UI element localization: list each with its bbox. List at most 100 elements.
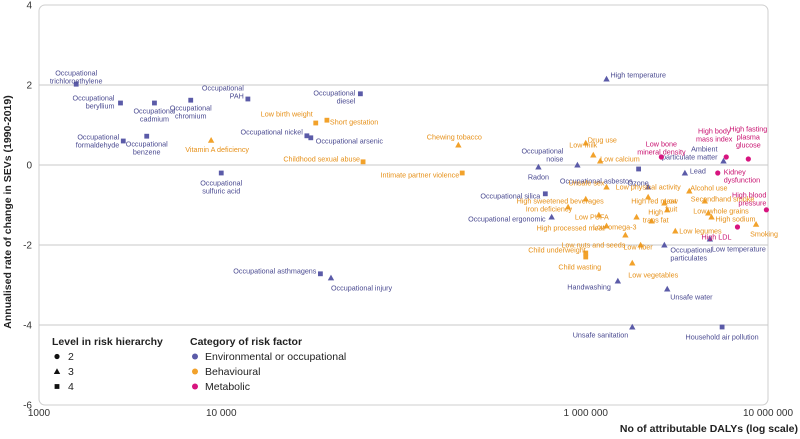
data-point-label: Low birth weight: [261, 110, 313, 119]
data-point-label: High temperature: [611, 71, 667, 80]
data-point-label-line: pressure: [738, 198, 766, 207]
data-point-label: Occupational benzene: [126, 140, 168, 157]
data-point-label-line: Low fiber: [623, 243, 653, 252]
data-point: [548, 213, 555, 220]
legend-category-label: Metabolic: [205, 381, 250, 393]
data-point: [664, 206, 671, 213]
data-point-label: Occupational PAH: [202, 84, 244, 101]
data-point: [308, 135, 314, 141]
data-point-label-line: High processed meat: [537, 223, 605, 232]
legend-level-label: 3: [68, 366, 74, 378]
data-point-label: Iron deficiency: [526, 205, 573, 214]
data-point-label: Low vegetables: [628, 271, 678, 280]
x-tick-label: 10 000: [206, 408, 237, 419]
data-point-label: Low omega-3: [593, 223, 637, 232]
data-point-label: Occupational noise: [521, 147, 563, 164]
data-point-label-line: diesel: [337, 96, 356, 105]
data-point-label-line: Vitamin A deficiency: [185, 145, 249, 154]
legend-level-label: 2: [68, 351, 74, 363]
x-axis-title: No of attributable DALYs (log scale): [620, 423, 798, 435]
data-point-label-line: noise: [546, 155, 563, 164]
data-point: [706, 235, 714, 242]
y-tick-label: 4: [26, 1, 32, 12]
data-point: [152, 100, 157, 106]
data-point-label-line: PAH: [230, 92, 244, 101]
data-point: [218, 170, 224, 176]
data-point: [752, 221, 760, 227]
data-point-label: Unsafe sanitation: [573, 331, 629, 340]
legend-category-label: Environmental or occupational: [205, 351, 346, 363]
legend-category-title: Category of risk factor: [190, 336, 302, 348]
data-point-label: High fasting plasma glucose: [729, 125, 767, 150]
data-point-label: Low legumes: [679, 227, 722, 236]
data-point: [324, 117, 330, 123]
data-point-label-line: sulfuric acid: [202, 187, 240, 196]
x-tick-label: 1000: [28, 408, 51, 419]
data-point-label: Occupational trichloroethylene: [50, 69, 103, 86]
data-point: [318, 271, 323, 277]
data-point-label: Short gestation: [330, 118, 378, 127]
data-point-label-line: Occupational: [670, 246, 712, 255]
y-tick-label: -4: [23, 321, 32, 332]
data-point: [701, 197, 708, 204]
data-point: [720, 157, 727, 164]
data-point: [590, 151, 597, 158]
data-point: [661, 199, 668, 206]
data-point-label-line: Intimate partner violence: [381, 171, 460, 180]
data-point-label: Occupational injury: [331, 283, 393, 292]
data-point-label: Radon: [528, 173, 549, 182]
y-tick-label: 0: [26, 161, 32, 172]
data-point-label-line: High: [648, 208, 663, 217]
data-point-label-line: High sodium: [716, 215, 756, 224]
data-point: [681, 169, 689, 176]
data-point-label-line: High temperature: [611, 71, 667, 80]
data-point-label-line: particulates: [670, 254, 707, 263]
data-point-label-line: particulate matter: [662, 153, 718, 162]
data-point-label: Occupational asbestos: [560, 177, 633, 186]
data-point-label: Low temperature: [712, 245, 766, 254]
data-point-label-line: Occupational asbestos: [560, 177, 633, 186]
data-point-label-line: Occupational: [200, 179, 242, 188]
plot-frame: [38, 4, 769, 406]
data-point-label-line: Low PUFA: [575, 213, 609, 222]
data-point-label-line: chromium: [175, 112, 207, 121]
data-point-label-line: Secondhand smoke: [691, 195, 755, 204]
data-point-label-line: Occupational arsenic: [316, 136, 384, 145]
data-point: [686, 187, 693, 194]
data-point-label-line: Occupational: [55, 69, 97, 78]
data-point-label-line: Radon: [528, 173, 549, 182]
data-point-label-line: formaldehyde: [76, 141, 120, 150]
data-point-label-line: Short gestation: [330, 118, 378, 127]
data-point-label-line: High fasting: [729, 125, 767, 134]
legend-level-marker: [53, 368, 61, 375]
data-point-label-line: glucose: [736, 141, 761, 150]
data-point-label-line: Ambient: [691, 145, 717, 154]
data-point-label: Low physical activity: [616, 183, 682, 192]
legend-level-title: Level in risk hierarchy: [52, 336, 163, 348]
legend-category-marker: [192, 353, 198, 360]
data-point-label: Low PUFA: [575, 213, 609, 222]
data-point-label: Occupational beryllium: [73, 94, 115, 111]
data-point-label: Childhood sexual abuse: [283, 154, 360, 163]
data-point: [596, 157, 604, 164]
data-point-label-line: Occupational ergonomic: [468, 215, 546, 224]
data-point-label: Chewing tobacco: [427, 133, 482, 142]
data-point-label: High LDL: [702, 233, 732, 242]
data-point: [313, 120, 319, 126]
data-point: [745, 156, 751, 162]
data-point: [622, 231, 629, 238]
x-tick-label: 10 000 000: [743, 408, 793, 419]
legend-level-label: 4: [68, 381, 74, 393]
data-point: [304, 133, 310, 139]
data-point-label: Low whole grains: [693, 207, 749, 216]
data-point-label: High blood pressure: [732, 190, 766, 207]
x-tick-label: 1 000 000: [564, 408, 609, 419]
data-point-label-line: trichloroethylene: [50, 77, 103, 86]
data-point-label: Ozone: [628, 179, 649, 188]
y-tick-label: -6: [23, 401, 32, 412]
data-point: [603, 183, 610, 190]
data-point: [614, 277, 622, 284]
data-point-label: Occupational diesel: [313, 88, 355, 105]
data-point: [648, 217, 655, 224]
data-point: [73, 81, 79, 87]
